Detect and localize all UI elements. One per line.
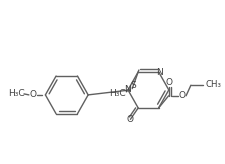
Text: H₃C: H₃C xyxy=(8,89,25,98)
Text: H₃C: H₃C xyxy=(109,89,126,98)
Text: O: O xyxy=(179,91,186,100)
Text: S: S xyxy=(130,81,136,90)
Text: N: N xyxy=(125,85,131,94)
Text: O: O xyxy=(165,78,172,87)
Text: CH₃: CH₃ xyxy=(205,80,221,89)
Text: O: O xyxy=(127,115,134,124)
Text: O: O xyxy=(29,90,36,99)
Text: N: N xyxy=(156,68,163,77)
